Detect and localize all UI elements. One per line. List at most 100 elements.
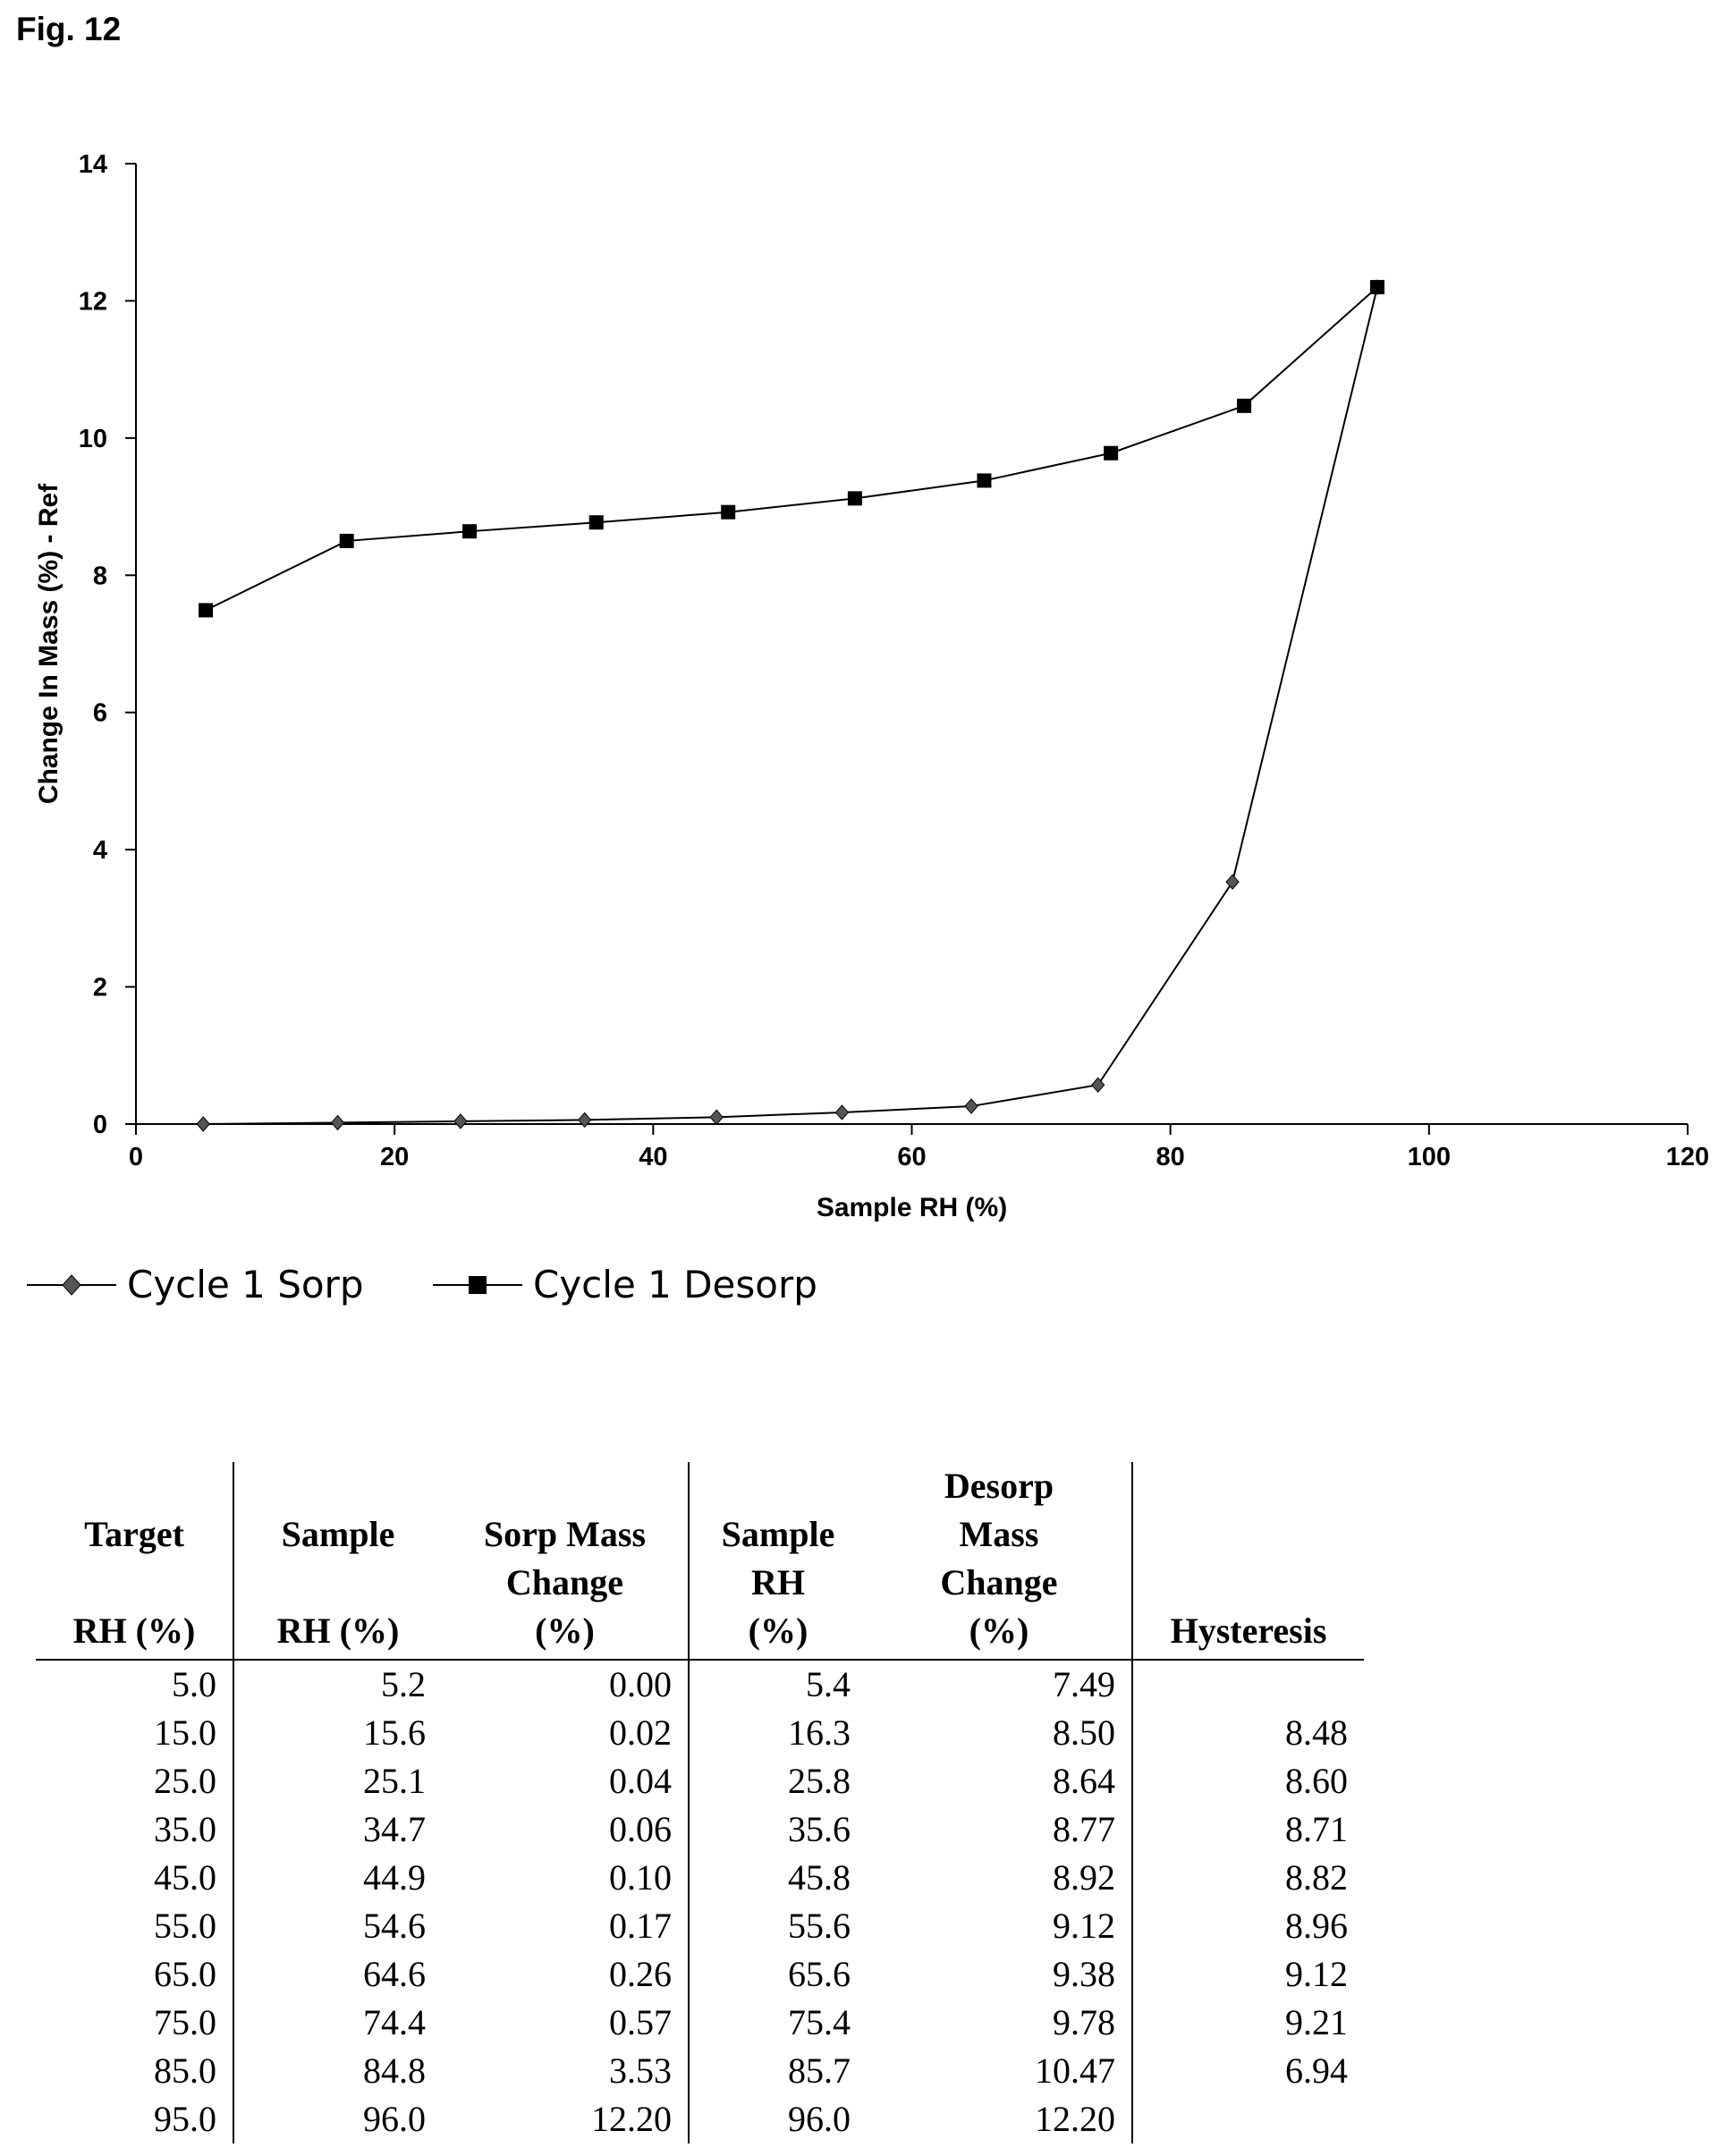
table-cell: 0.26 bbox=[609, 1954, 672, 1994]
table-row: 95.0 96.0 12.20 96.0 12.20 bbox=[36, 2095, 1364, 2143]
x-tick-label: 60 bbox=[897, 1143, 926, 1171]
header-line: (%) bbox=[535, 1611, 595, 1651]
legend-label-2: Cycle 1 Desorp bbox=[533, 1263, 817, 1306]
table-row: 55.0 54.6 0.17 55.6 9.12 8.96 bbox=[36, 1902, 1364, 1950]
desorp-point bbox=[847, 491, 862, 506]
table-cell: 9.38 bbox=[1053, 1954, 1115, 1994]
table-cell: 96.0 bbox=[688, 2095, 867, 2143]
x-tick-label: 120 bbox=[1666, 1143, 1709, 1171]
legend-square-marker bbox=[469, 1276, 487, 1294]
header-line: Sample bbox=[721, 1514, 835, 1554]
table-row: 75.0 74.4 0.57 75.4 9.78 9.21 bbox=[36, 1999, 1364, 2047]
table-cell: 12.20 bbox=[1035, 2099, 1115, 2139]
table-cell: 0.00 bbox=[609, 1664, 672, 1704]
header-line: Desorp bbox=[944, 1466, 1054, 1506]
table-cell: 8.96 bbox=[1131, 1902, 1364, 1950]
sorp-point bbox=[453, 1113, 468, 1129]
table-cell: 0.02 bbox=[609, 1712, 672, 1753]
table-cell: 44.9 bbox=[233, 1854, 442, 1902]
figure-label: Fig. 12 bbox=[16, 11, 122, 47]
chart-legend: Cycle 1 Sorp Cycle 1 Desorp bbox=[27, 1263, 817, 1306]
sorp-point bbox=[578, 1112, 592, 1129]
table-cell: 25.1 bbox=[233, 1757, 442, 1805]
table-cell: 16.3 bbox=[688, 1709, 867, 1757]
table-cell: 85.0 bbox=[154, 2050, 216, 2091]
table-row: 15.0 15.6 0.02 16.3 8.50 8.48 bbox=[36, 1709, 1364, 1757]
x-tick-label: 80 bbox=[1156, 1143, 1185, 1171]
table-cell: 45.0 bbox=[154, 1857, 216, 1898]
table-cell: 85.7 bbox=[688, 2047, 867, 2095]
table-cell: 35.6 bbox=[688, 1805, 867, 1854]
sorption-data-table: Target RH (%) Sample RH (%) Sorp Mass Cha… bbox=[36, 1462, 1364, 2143]
header-spacer bbox=[1142, 1462, 1355, 1510]
chart-series bbox=[203, 286, 1378, 1125]
table-cell: 9.21 bbox=[1131, 1999, 1364, 2047]
header-line: Change bbox=[940, 1562, 1058, 1602]
table-cell: 8.77 bbox=[1053, 1809, 1115, 1849]
header-line: Target bbox=[84, 1514, 184, 1554]
table-header-row: Target RH (%) Sample RH (%) Sorp Mass Cha… bbox=[36, 1462, 1364, 1661]
chart-markers bbox=[196, 279, 1384, 1132]
table-row: 65.0 64.6 0.26 65.6 9.38 9.12 bbox=[36, 1950, 1364, 1999]
x-axis-label: Sample RH (%) bbox=[817, 1193, 1007, 1222]
table-body: 5.0 5.2 0.00 5.4 7.49 15.0 15.6 0.02 16.3 8.50 8.4… bbox=[36, 1660, 1364, 2143]
table-row: 45.0 44.9 0.10 45.8 8.92 8.82 bbox=[36, 1854, 1364, 1902]
sorp-point bbox=[330, 1114, 345, 1131]
table-cell: 15.0 bbox=[154, 1712, 216, 1753]
header-line: Change bbox=[505, 1562, 624, 1602]
table-cell: 35.0 bbox=[154, 1809, 216, 1849]
y-tick-label: 8 bbox=[93, 562, 107, 590]
sorp-point bbox=[1225, 874, 1240, 890]
desorp-point bbox=[339, 533, 354, 548]
desorp-point bbox=[588, 515, 604, 530]
table-header-cell: Sample RH (%) bbox=[233, 1462, 442, 1661]
table-cell: 5.0 bbox=[172, 1664, 216, 1704]
series-line-2 bbox=[205, 286, 1378, 612]
header-line bbox=[243, 1559, 433, 1607]
header-spacer bbox=[45, 1462, 224, 1510]
table-header-cell: Hysteresis bbox=[1131, 1462, 1364, 1661]
table-cell: 9.12 bbox=[1131, 1950, 1364, 1999]
table-cell: 25.8 bbox=[688, 1757, 867, 1805]
y-tick-label: 14 bbox=[79, 150, 107, 179]
header-line: RH bbox=[751, 1562, 805, 1602]
chart-axes bbox=[135, 164, 1688, 1125]
sorp-point bbox=[964, 1098, 978, 1114]
table-cell: 12.20 bbox=[591, 2099, 672, 2139]
table-cell: 8.60 bbox=[1131, 1757, 1364, 1805]
x-tick-label: 0 bbox=[129, 1143, 143, 1171]
table-cell: 64.6 bbox=[233, 1950, 442, 1999]
legend-label-1: Cycle 1 Sorp bbox=[127, 1263, 364, 1306]
header-line: Mass bbox=[959, 1514, 1039, 1554]
desorp-point bbox=[977, 473, 992, 488]
table-cell: 25.0 bbox=[154, 1761, 216, 1801]
x-tick-label: 20 bbox=[380, 1143, 409, 1171]
table-cell: 74.4 bbox=[233, 1999, 442, 2047]
y-tick-label: 12 bbox=[79, 287, 107, 316]
y-tick-label: 10 bbox=[79, 425, 107, 453]
desorp-point bbox=[1370, 280, 1384, 295]
table-cell: 5.2 bbox=[233, 1660, 442, 1709]
table-cell: 96.0 bbox=[233, 2095, 442, 2143]
table-cell: 8.82 bbox=[1131, 1854, 1364, 1902]
table-header-cell: Sample RH (%) bbox=[688, 1462, 867, 1661]
header-spacer bbox=[451, 1462, 679, 1510]
table-row: 25.0 25.1 0.04 25.8 8.64 8.60 bbox=[36, 1757, 1364, 1805]
y-axis-label: Change In Mass (%) - Ref bbox=[34, 483, 63, 804]
header-line: RH (%) bbox=[276, 1611, 400, 1651]
desorp-point bbox=[1104, 445, 1119, 461]
table-cell: 10.47 bbox=[1035, 2050, 1115, 2091]
table-cell: 54.6 bbox=[233, 1902, 442, 1950]
y-tick-label: 0 bbox=[93, 1111, 107, 1139]
table-cell: 34.7 bbox=[233, 1805, 442, 1854]
table-cell: 65.0 bbox=[154, 1954, 216, 1994]
table-cell: 75.4 bbox=[688, 1999, 867, 2047]
table-cell: 8.48 bbox=[1131, 1709, 1364, 1757]
table-header-cell: Desorp Mass Change (%) bbox=[867, 1462, 1132, 1661]
legend-diamond-marker bbox=[62, 1274, 81, 1296]
table-cell: 9.78 bbox=[1053, 2002, 1115, 2042]
sorption-chart: 0 20 40 60 80 100 120 0 2 4 6 8 10 12 14 Sample RH (%)… bbox=[27, 150, 1709, 1306]
header-line: Hysteresis bbox=[1170, 1611, 1327, 1651]
table-cell: 3.53 bbox=[609, 2050, 672, 2091]
table-cell: 8.64 bbox=[1053, 1761, 1115, 1801]
